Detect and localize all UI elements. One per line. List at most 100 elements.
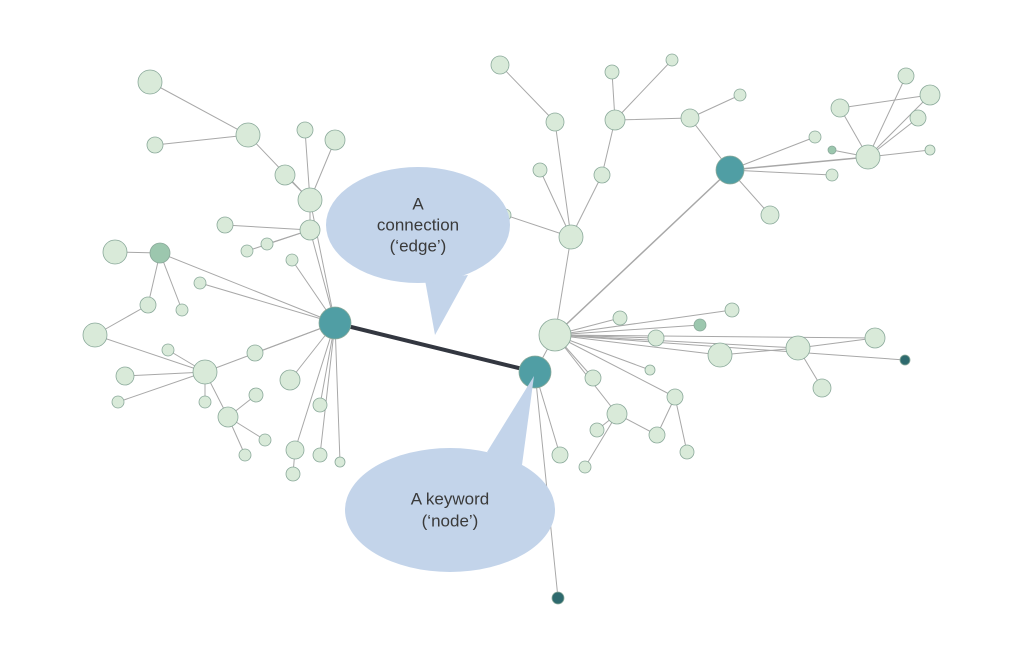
graph-node bbox=[319, 307, 351, 339]
graph-node bbox=[218, 407, 238, 427]
graph-node bbox=[761, 206, 779, 224]
graph-edge bbox=[320, 323, 335, 455]
graph-node bbox=[734, 89, 746, 101]
graph-node bbox=[249, 388, 263, 402]
graph-edge bbox=[200, 283, 335, 323]
graph-node bbox=[176, 304, 188, 316]
graph-node bbox=[667, 389, 683, 405]
graph-node bbox=[199, 396, 211, 408]
graph-node bbox=[786, 336, 810, 360]
graph-edge bbox=[730, 157, 868, 170]
graph-edge bbox=[225, 225, 310, 230]
graph-node bbox=[607, 404, 627, 424]
graph-edge bbox=[615, 118, 690, 120]
node-callout-line2: (‘node’) bbox=[422, 511, 479, 530]
edge-callout: A connection (‘edge’) bbox=[326, 167, 510, 335]
graph-node bbox=[813, 379, 831, 397]
graph-edge bbox=[615, 60, 672, 120]
graph-edge bbox=[868, 95, 930, 157]
graph-node bbox=[297, 122, 313, 138]
graph-edge bbox=[675, 397, 687, 452]
graph-node bbox=[648, 330, 664, 346]
graph-node bbox=[193, 360, 217, 384]
graph-node bbox=[579, 461, 591, 473]
graph-node bbox=[286, 254, 298, 266]
graph-node bbox=[708, 343, 732, 367]
graph-node bbox=[116, 367, 134, 385]
graph-node bbox=[259, 434, 271, 446]
graph-node bbox=[649, 427, 665, 443]
graph-edge bbox=[150, 82, 248, 135]
graph-edge bbox=[295, 323, 335, 450]
graph-node bbox=[925, 145, 935, 155]
graph-node bbox=[533, 163, 547, 177]
graph-node bbox=[828, 146, 836, 154]
graph-node bbox=[613, 311, 627, 325]
node-callout: A keyword (‘node’) bbox=[345, 376, 555, 572]
graph-node bbox=[217, 217, 233, 233]
graph-node bbox=[298, 188, 322, 212]
graph-node bbox=[552, 592, 564, 604]
graph-node bbox=[900, 355, 910, 365]
graph-node bbox=[280, 370, 300, 390]
graph-node bbox=[519, 356, 551, 388]
graph-node bbox=[898, 68, 914, 84]
graph-node bbox=[694, 319, 706, 331]
edge-callout-line1: A bbox=[412, 194, 424, 213]
graph-node bbox=[162, 344, 174, 356]
graph-edge bbox=[500, 65, 555, 122]
graph-node bbox=[150, 243, 170, 263]
graph-node bbox=[147, 137, 163, 153]
graph-node bbox=[856, 145, 880, 169]
graph-node bbox=[138, 70, 162, 94]
graph-node bbox=[546, 113, 564, 131]
graph-edge bbox=[95, 335, 205, 372]
graph-edge bbox=[555, 170, 730, 335]
graph-node bbox=[831, 99, 849, 117]
graph-node bbox=[313, 448, 327, 462]
graph-node bbox=[865, 328, 885, 348]
graph-edge bbox=[840, 95, 930, 108]
graph-node bbox=[286, 441, 304, 459]
graph-node bbox=[680, 445, 694, 459]
graph-node bbox=[920, 85, 940, 105]
graph-node bbox=[716, 156, 744, 184]
graph-node bbox=[910, 110, 926, 126]
graph-edge bbox=[335, 323, 340, 462]
graph-node bbox=[539, 319, 571, 351]
network-diagram: A connection (‘edge’) A keyword (‘node’) bbox=[0, 0, 1011, 646]
graph-node bbox=[645, 365, 655, 375]
graph-node bbox=[103, 240, 127, 264]
graph-node bbox=[491, 56, 509, 74]
graph-node bbox=[826, 169, 838, 181]
graph-node bbox=[725, 303, 739, 317]
edge-callout-line3: (‘edge’) bbox=[390, 236, 447, 255]
graph-node bbox=[590, 423, 604, 437]
graph-node bbox=[300, 220, 320, 240]
graph-node bbox=[313, 398, 327, 412]
graph-edge bbox=[555, 325, 700, 335]
graph-node bbox=[247, 345, 263, 361]
graph-node bbox=[140, 297, 156, 313]
graph-node bbox=[594, 167, 610, 183]
graph-node bbox=[241, 245, 253, 257]
graph-node bbox=[286, 467, 300, 481]
graph-node bbox=[559, 225, 583, 249]
graph-node bbox=[83, 323, 107, 347]
graph-node bbox=[681, 109, 699, 127]
graph-edge bbox=[155, 135, 248, 145]
graph-node bbox=[585, 370, 601, 386]
graph-node bbox=[666, 54, 678, 66]
graph-node bbox=[261, 238, 273, 250]
graph-node bbox=[809, 131, 821, 143]
graph-edge bbox=[730, 170, 832, 175]
node-callout-line1: A keyword bbox=[411, 489, 489, 508]
graph-node bbox=[239, 449, 251, 461]
graph-node bbox=[236, 123, 260, 147]
graph-node bbox=[605, 110, 625, 130]
graph-node bbox=[325, 130, 345, 150]
graph-edge bbox=[868, 76, 906, 157]
graph-node bbox=[275, 165, 295, 185]
graph-node bbox=[335, 457, 345, 467]
edge-callout-line2: connection bbox=[377, 215, 459, 234]
